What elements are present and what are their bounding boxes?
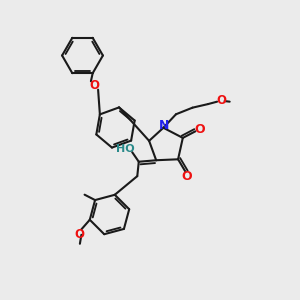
Text: O: O [89,79,100,92]
Text: O: O [182,170,192,183]
Text: O: O [217,94,227,107]
Text: O: O [194,123,205,136]
Text: O: O [74,228,84,241]
Text: HO: HO [116,143,135,154]
Text: N: N [159,119,169,132]
